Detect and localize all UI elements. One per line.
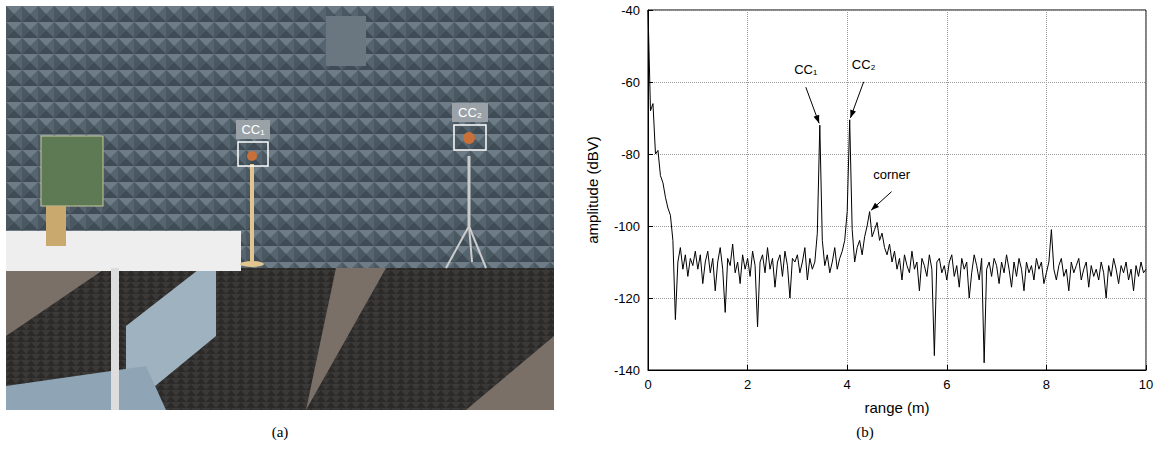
svg-text:-40: -40 [621, 3, 640, 18]
svg-text:10: 10 [1139, 377, 1153, 392]
svg-text:6: 6 [943, 377, 950, 392]
svg-text:CC₁: CC₁ [794, 62, 818, 77]
svg-text:CC₁: CC₁ [241, 122, 265, 137]
svg-text:-80: -80 [621, 147, 640, 162]
html-text:(b): (b) [856, 424, 874, 440]
svg-text:amplitude (dBV): amplitude (dBV) [584, 136, 601, 244]
svg-text:range (m): range (m) [864, 399, 929, 416]
svg-text:CC₂: CC₂ [458, 105, 482, 120]
svg-text:-140: -140 [614, 363, 640, 378]
html-text:(a): (a) [271, 424, 289, 440]
svg-text:-120: -120 [614, 291, 640, 306]
svg-text:-60: -60 [621, 75, 640, 90]
svg-text:CC₂: CC₂ [852, 57, 876, 72]
svg-text:corner: corner [873, 167, 911, 182]
svg-text:4: 4 [844, 377, 851, 392]
svg-text:0: 0 [644, 377, 651, 392]
svg-text:2: 2 [744, 377, 751, 392]
svg-text:-100: -100 [614, 219, 640, 234]
svg-text:8: 8 [1043, 377, 1050, 392]
